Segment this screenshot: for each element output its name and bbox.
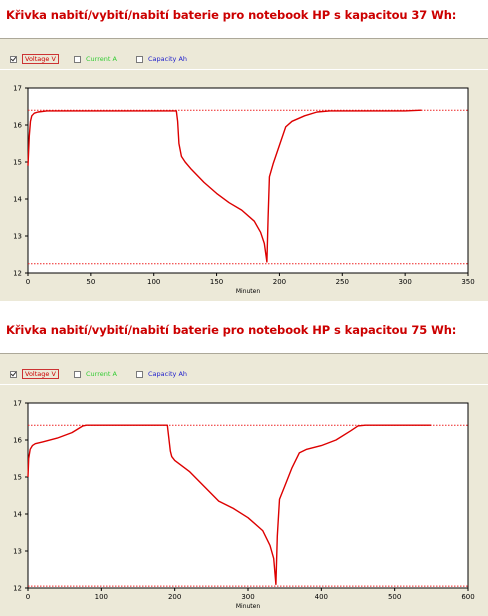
legend-current-label: Current A	[86, 55, 117, 63]
chart-panel: Voltage V Current A Capacity Ah 12 13 14 15…	[0, 353, 488, 616]
y-tick-label: 12	[13, 585, 22, 593]
legend-capacity-label: Capacity Ah	[148, 55, 188, 63]
y-tick-label: 14	[13, 511, 22, 519]
y-tick-label: 17	[13, 85, 22, 93]
chart-title: Křivka nabití/vybití/nabití baterie pro …	[6, 323, 457, 337]
chart-block-75wh: Křivka nabití/vybití/nabití baterie pro …	[0, 315, 488, 616]
chart-panel: Voltage V Current A Capacity Ah 12 13 14 15…	[0, 38, 488, 301]
chart-title: Křivka nabití/vybití/nabití baterie pro …	[6, 8, 457, 22]
x-tick-label: 0	[26, 593, 30, 601]
x-tick-label: 600	[461, 593, 474, 601]
legend-voltage-label: Voltage V	[22, 54, 59, 64]
plot-area	[27, 87, 469, 274]
legend-capacity-label: Capacity Ah	[148, 370, 188, 378]
legend-bar: Voltage V Current A Capacity Ah	[0, 354, 488, 385]
x-tick-label: 50	[86, 278, 95, 286]
legend-current-label: Current A	[86, 370, 117, 378]
plot-area	[27, 402, 469, 589]
x-tick-label: 300	[241, 593, 254, 601]
chart-plot: 12 13 14 15 16 17 0 100 200 300 400 500 600 Minuten	[13, 400, 475, 611]
y-tick-label: 13	[13, 548, 22, 556]
chart-block-37wh: Křivka nabití/vybití/nabití baterie pro …	[0, 0, 488, 301]
y-tick-label: 14	[13, 196, 22, 204]
legend-voltage-toggle[interactable]: Voltage V	[10, 53, 59, 65]
voltage-checkbox[interactable]	[10, 55, 17, 63]
x-axis-label: Minuten	[236, 288, 260, 295]
y-tick-label: 13	[13, 233, 22, 241]
legend-voltage-label: Voltage V	[22, 369, 59, 379]
legend-capacity-toggle[interactable]: Capacity Ah	[136, 368, 187, 380]
x-tick-label: 250	[336, 278, 349, 286]
y-tick-label: 12	[13, 270, 22, 278]
y-tick-label: 15	[13, 159, 22, 167]
y-tick-label: 16	[13, 437, 22, 445]
x-tick-label: 150	[210, 278, 223, 286]
capacity-checkbox[interactable]	[136, 370, 143, 378]
x-tick-label: 100	[95, 593, 108, 601]
legend-current-toggle[interactable]: Current A	[74, 53, 117, 65]
current-checkbox[interactable]	[74, 55, 81, 63]
x-tick-label: 350	[461, 278, 474, 286]
x-tick-label: 300	[398, 278, 411, 286]
y-tick-label: 16	[13, 122, 22, 130]
y-tick-label: 15	[13, 474, 22, 482]
series-line-voltage	[27, 109, 422, 263]
series-line-voltage	[27, 424, 432, 586]
x-tick-label: 500	[388, 593, 401, 601]
voltage-checkbox[interactable]	[10, 370, 17, 378]
legend-capacity-toggle[interactable]: Capacity Ah	[136, 53, 187, 65]
legend-current-toggle[interactable]: Current A	[74, 368, 117, 380]
x-tick-label: 400	[315, 593, 328, 601]
legend-voltage-toggle[interactable]: Voltage V	[10, 368, 59, 380]
legend-bar: Voltage V Current A Capacity Ah	[0, 39, 488, 70]
x-axis-label: Minuten	[236, 603, 260, 610]
x-tick-label: 0	[26, 278, 30, 286]
current-checkbox[interactable]	[74, 370, 81, 378]
y-tick-label: 17	[13, 400, 22, 408]
x-tick-label: 200	[168, 593, 181, 601]
x-tick-label: 100	[147, 278, 160, 286]
x-tick-label: 200	[273, 278, 286, 286]
chart-plot: 12 13 14 15 16 17 0 50 100 150 200 250 300 350 Minuten	[13, 85, 475, 296]
capacity-checkbox[interactable]	[136, 55, 143, 63]
